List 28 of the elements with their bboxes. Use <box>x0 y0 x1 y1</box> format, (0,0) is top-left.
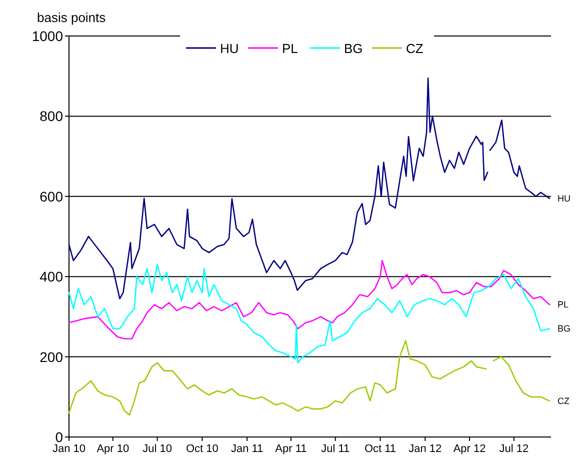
x-tick-label: Apr 11 <box>275 443 307 455</box>
x-tick-label: Oct 11 <box>364 443 396 455</box>
y-tick-label: 200 <box>40 348 64 365</box>
y-tick-label: 0 <box>55 429 64 445</box>
y-tick-label: 800 <box>40 108 64 124</box>
text: HU <box>558 193 571 204</box>
text: PL <box>558 300 569 310</box>
x-tick-label: Oct 10 <box>186 443 218 455</box>
legend-label: BG <box>344 41 363 56</box>
y-tick-label: 400 <box>40 268 64 285</box>
line-series <box>68 264 550 364</box>
legend-label: HU <box>220 41 239 56</box>
x-tick-label: Jan 11 <box>230 443 264 455</box>
legend-label: PL <box>282 41 298 56</box>
x-tick-label: Jul 10 <box>142 443 172 455</box>
y-axis-title: basis points <box>37 10 106 25</box>
y-tick-label: 600 <box>40 188 64 204</box>
legend-label: CZ <box>406 41 424 56</box>
x-tick-label: Jul 12 <box>499 443 529 455</box>
x-tick-label: Jan 10 <box>52 443 86 455</box>
y-tick-label: 1000 <box>32 28 64 44</box>
line-series <box>68 260 550 340</box>
x-tick-label: Jul 11 <box>321 443 350 455</box>
text: CZ <box>558 396 570 406</box>
x-tick-label: Apr 10 <box>96 443 130 455</box>
x-tick-label: Apr 12 <box>453 443 486 455</box>
text: BG <box>558 324 571 334</box>
x-tick-label: Jan 12 <box>408 443 442 455</box>
